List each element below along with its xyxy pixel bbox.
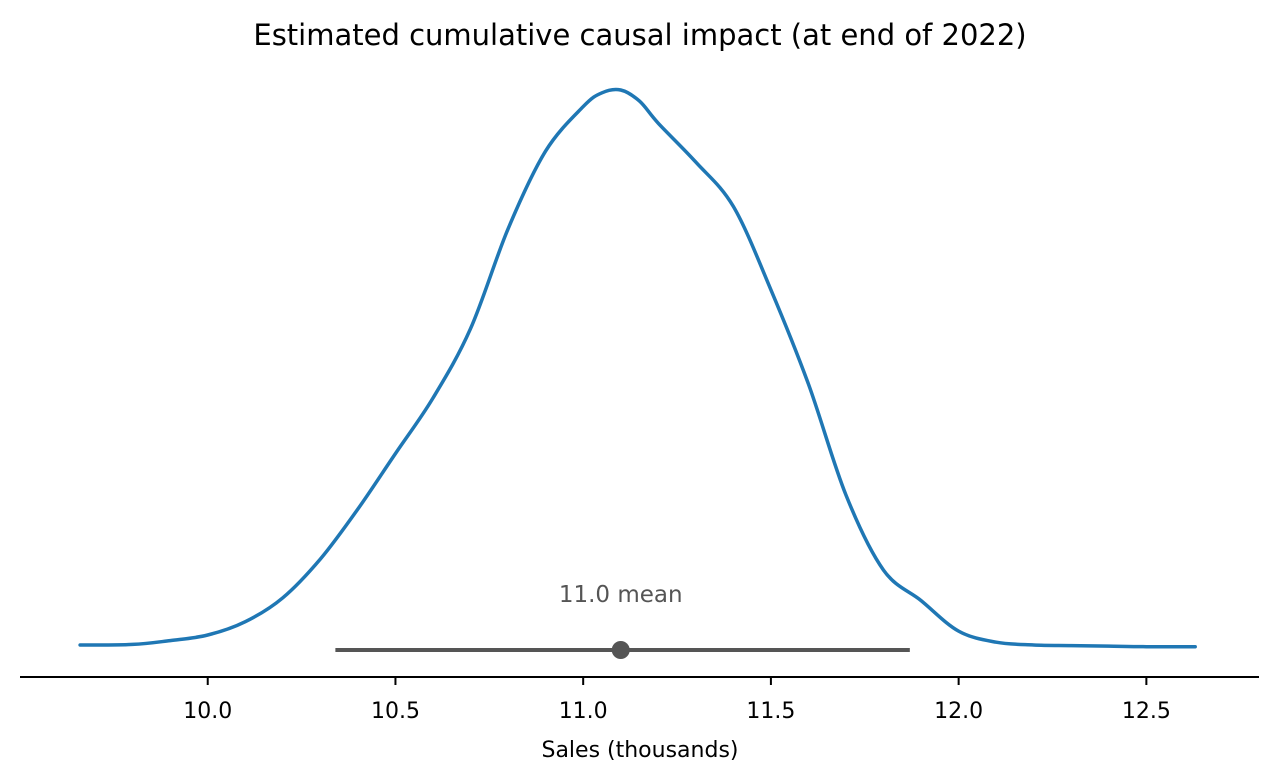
x-tick-label: 12.5: [1122, 699, 1171, 724]
chart-title: Estimated cumulative causal impact (at e…: [253, 18, 1026, 52]
x-tick-label: 11.5: [746, 699, 795, 724]
x-axis-label: Sales (thousands): [541, 738, 738, 763]
density-curve: [78, 87, 1197, 649]
x-tick-label: 10.0: [183, 699, 232, 724]
mean-annotation: 11.0 mean: [559, 582, 683, 608]
x-tick-label: 10.5: [371, 699, 420, 724]
x-axis-ticks: 10.0 10.5 11.0 11.5 12.0 12.5: [183, 677, 1171, 724]
x-tick-label: 11.0: [559, 699, 608, 724]
mean-point: [611, 641, 630, 659]
x-tick-label: 12.0: [934, 699, 983, 724]
